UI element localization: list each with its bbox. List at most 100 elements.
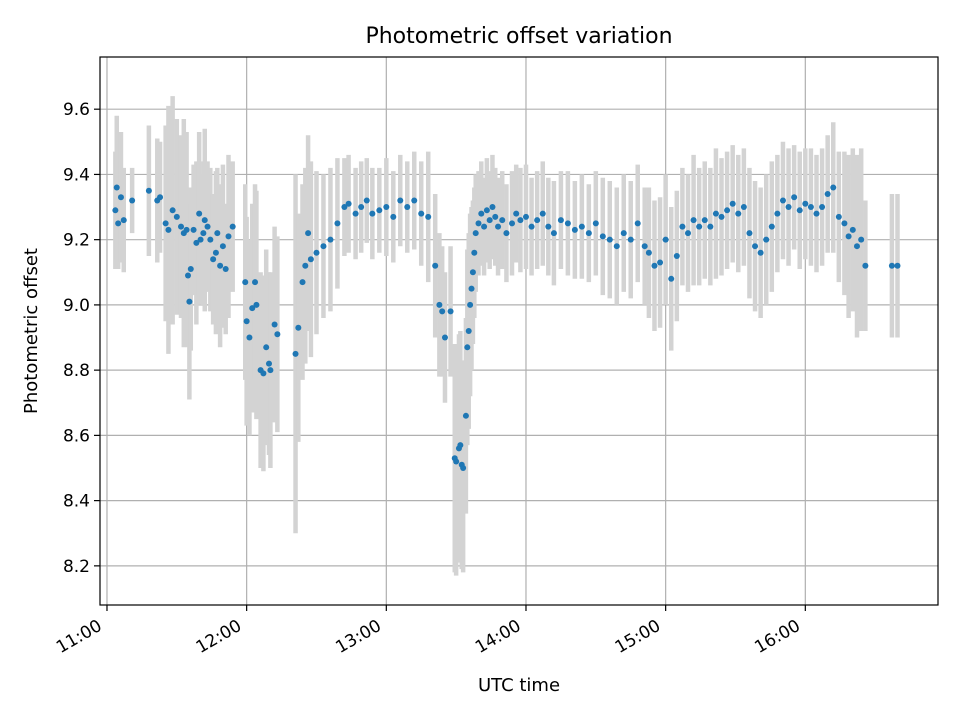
data-point bbox=[763, 236, 770, 243]
data-point bbox=[627, 236, 634, 243]
data-point bbox=[807, 204, 814, 211]
data-point bbox=[779, 197, 786, 204]
data-point bbox=[813, 210, 820, 217]
data-point bbox=[774, 210, 781, 217]
data-point bbox=[735, 210, 742, 217]
data-point bbox=[193, 239, 200, 246]
data-point bbox=[243, 318, 250, 325]
data-point bbox=[249, 305, 256, 312]
y-tick-label: 8.2 bbox=[63, 557, 90, 577]
data-point bbox=[295, 324, 302, 331]
data-point bbox=[390, 213, 397, 220]
data-point bbox=[791, 194, 798, 201]
data-point bbox=[439, 308, 446, 315]
data-point bbox=[363, 197, 370, 204]
y-tick-label: 9.4 bbox=[63, 165, 90, 185]
data-point bbox=[557, 217, 564, 224]
data-point bbox=[483, 207, 490, 214]
data-point bbox=[757, 249, 764, 256]
data-point bbox=[752, 243, 759, 250]
data-point bbox=[129, 197, 136, 204]
data-point bbox=[550, 230, 557, 237]
data-point bbox=[178, 223, 185, 230]
data-point bbox=[327, 236, 334, 243]
data-point bbox=[503, 230, 510, 237]
data-point bbox=[207, 236, 214, 243]
data-point bbox=[585, 230, 592, 237]
data-point bbox=[475, 220, 482, 227]
data-point bbox=[802, 200, 809, 207]
data-point bbox=[888, 262, 895, 269]
data-point bbox=[740, 204, 747, 211]
data-point bbox=[292, 350, 299, 357]
data-point bbox=[513, 210, 520, 217]
y-tick-label: 8.6 bbox=[63, 426, 90, 446]
data-point bbox=[641, 243, 648, 250]
data-point bbox=[112, 207, 119, 214]
data-point bbox=[539, 210, 546, 217]
data-point bbox=[157, 194, 164, 201]
data-point bbox=[495, 223, 502, 230]
data-point bbox=[169, 207, 176, 214]
data-point bbox=[645, 249, 652, 256]
data-point bbox=[196, 210, 203, 217]
data-point bbox=[447, 308, 454, 315]
data-point bbox=[701, 217, 708, 224]
data-point bbox=[673, 252, 680, 259]
data-point bbox=[486, 217, 493, 224]
data-point bbox=[183, 226, 190, 233]
data-point bbox=[657, 259, 664, 266]
data-point bbox=[599, 233, 606, 240]
data-point bbox=[592, 220, 599, 227]
data-point bbox=[841, 220, 848, 227]
data-point bbox=[313, 249, 320, 256]
data-point bbox=[246, 334, 253, 341]
data-point bbox=[117, 194, 124, 201]
y-tick-label: 9.2 bbox=[63, 231, 90, 251]
data-point bbox=[418, 210, 425, 217]
data-point bbox=[481, 223, 488, 230]
data-point bbox=[253, 301, 260, 308]
data-point bbox=[471, 249, 478, 256]
data-point bbox=[746, 230, 753, 237]
data-point bbox=[162, 220, 169, 227]
data-point bbox=[352, 210, 359, 217]
data-points bbox=[112, 184, 901, 471]
data-point bbox=[397, 197, 404, 204]
data-point bbox=[210, 256, 217, 263]
data-point bbox=[468, 285, 475, 292]
x-axis-label: UTC time bbox=[478, 675, 560, 696]
data-point bbox=[492, 213, 499, 220]
data-point bbox=[358, 204, 365, 211]
data-point bbox=[462, 412, 469, 419]
data-point bbox=[441, 334, 448, 341]
data-point bbox=[197, 236, 204, 243]
data-point bbox=[187, 266, 194, 273]
data-point bbox=[113, 184, 120, 191]
y-axis-label: Photometric offset bbox=[21, 248, 42, 414]
data-point bbox=[186, 298, 193, 305]
data-point bbox=[404, 204, 411, 211]
data-point bbox=[457, 442, 464, 449]
data-point bbox=[383, 204, 390, 211]
chart-title: Photometric offset variation bbox=[365, 24, 672, 49]
data-point bbox=[265, 360, 272, 367]
data-point bbox=[712, 210, 719, 217]
data-point bbox=[242, 279, 249, 286]
data-point bbox=[517, 217, 524, 224]
y-tick-label: 8.8 bbox=[63, 361, 90, 381]
data-point bbox=[571, 226, 578, 233]
data-point bbox=[425, 213, 432, 220]
data-point bbox=[334, 220, 341, 227]
data-point bbox=[214, 230, 221, 237]
data-point bbox=[522, 213, 529, 220]
data-point bbox=[115, 220, 122, 227]
data-point bbox=[345, 200, 352, 207]
data-point bbox=[464, 344, 471, 351]
data-point bbox=[341, 204, 348, 211]
data-point bbox=[469, 269, 476, 276]
data-point bbox=[472, 230, 479, 237]
data-point bbox=[528, 223, 535, 230]
